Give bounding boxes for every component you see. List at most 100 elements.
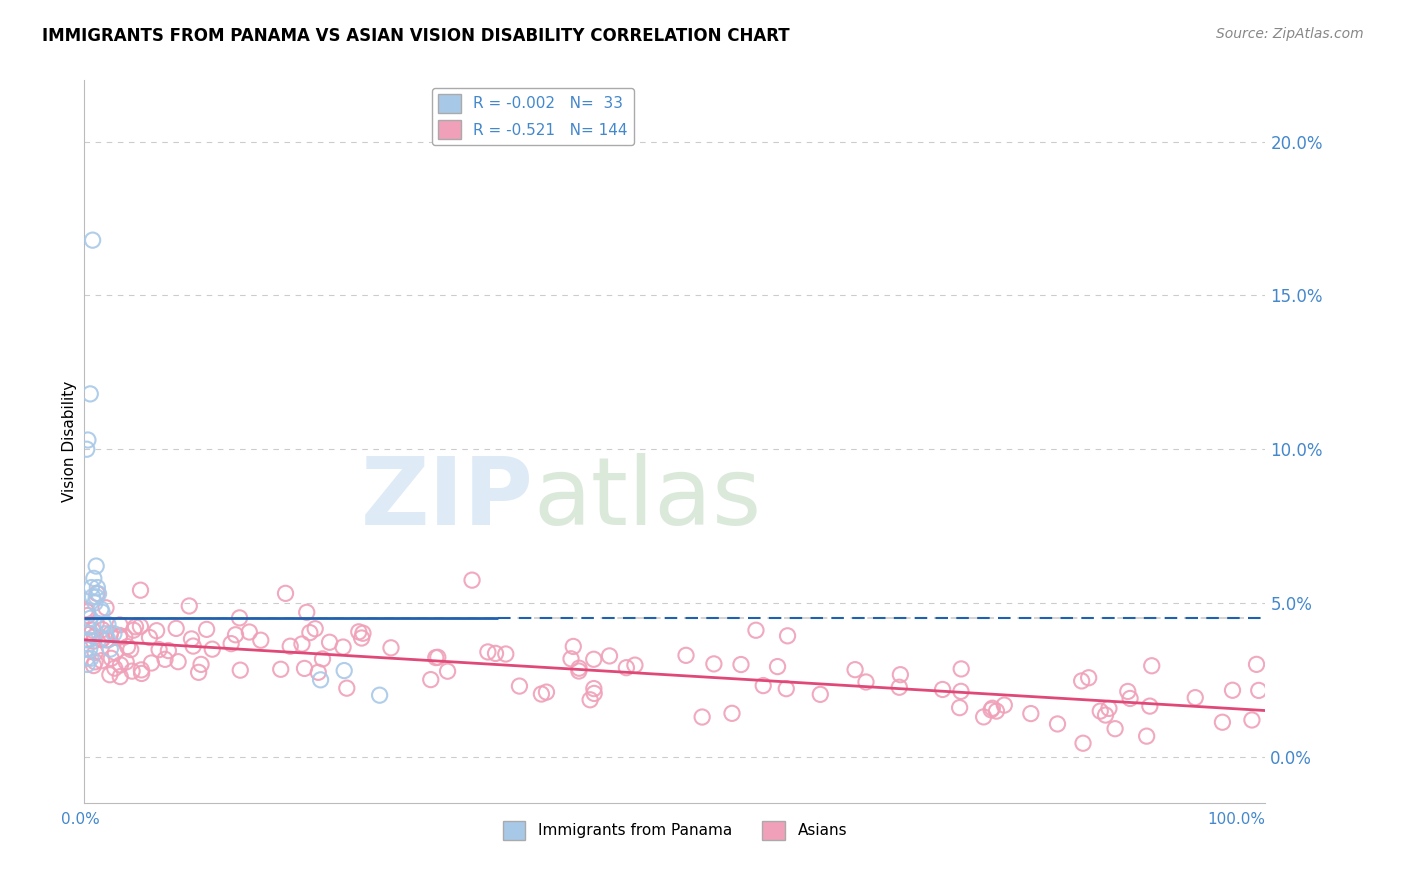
Point [121, 664, 143, 678]
Point [703, 657, 725, 671]
Point [97, 632, 120, 647]
Text: IMMIGRANTS FROM PANAMA VS ASIAN VISION DISABILITY CORRELATION CHART: IMMIGRANTS FROM PANAMA VS ASIAN VISION D… [42, 27, 790, 45]
Point [91, 605, 114, 619]
Point [90, 654, 112, 668]
Point [436, 664, 458, 678]
Point [131, 666, 153, 681]
Point [94, 600, 117, 615]
Point [145, 624, 167, 638]
Point [219, 637, 242, 651]
Point [201, 642, 224, 657]
Point [165, 621, 187, 635]
Point [347, 624, 370, 639]
Point [889, 667, 911, 681]
Point [495, 647, 517, 661]
Point [86, 581, 108, 595]
Point [96, 632, 118, 647]
Point [352, 626, 374, 640]
Point [931, 682, 953, 697]
Point [1184, 690, 1206, 705]
Point [294, 661, 316, 675]
Point [129, 619, 152, 633]
Point [690, 710, 713, 724]
Point [730, 657, 752, 672]
Point [1247, 683, 1270, 698]
Point [76, 608, 98, 623]
Point [103, 626, 125, 640]
Point [582, 652, 605, 666]
Point [844, 663, 866, 677]
Text: 100.0%: 100.0% [1208, 812, 1265, 827]
Point [950, 662, 973, 676]
Point [77, 626, 100, 640]
Point [98, 642, 121, 657]
Point [981, 701, 1004, 715]
Point [75, 642, 97, 657]
Point [1140, 658, 1163, 673]
Point [1222, 683, 1244, 698]
Point [75, 603, 97, 617]
Point [675, 648, 697, 663]
Text: 0.0%: 0.0% [60, 812, 100, 827]
Point [180, 632, 202, 646]
Point [1077, 671, 1099, 685]
Point [1094, 708, 1116, 723]
Point [1098, 701, 1121, 715]
Point [108, 630, 131, 644]
Point [1070, 673, 1092, 688]
Point [82, 590, 104, 604]
Point [1116, 684, 1139, 698]
Point [426, 650, 449, 665]
Point [80, 651, 103, 665]
Point [108, 628, 131, 642]
Point [79, 627, 101, 641]
Point [889, 680, 911, 694]
Point [190, 657, 212, 672]
Point [91, 617, 114, 632]
Point [1240, 713, 1263, 727]
Point [1136, 729, 1159, 743]
Point [82, 623, 104, 637]
Point [568, 661, 591, 675]
Text: atlas: atlas [533, 453, 762, 545]
Legend: Immigrants from Panama, Asians: Immigrants from Panama, Asians [496, 815, 853, 846]
Point [167, 655, 190, 669]
Point [598, 648, 620, 663]
Point [949, 700, 972, 714]
Point [79, 642, 101, 657]
Point [179, 599, 201, 613]
Point [980, 703, 1002, 717]
Point [616, 661, 638, 675]
Point [419, 673, 441, 687]
Point [425, 650, 447, 665]
Point [77, 621, 100, 635]
Point [332, 640, 354, 654]
Point [562, 640, 585, 654]
Point [76, 442, 98, 457]
Point [228, 611, 250, 625]
Point [1211, 715, 1233, 730]
Point [76, 651, 98, 665]
Point [131, 663, 153, 677]
Point [249, 633, 271, 648]
Point [536, 685, 558, 699]
Point [84, 646, 107, 660]
Point [508, 679, 530, 693]
Point [83, 571, 105, 585]
Point [229, 663, 252, 677]
Point [114, 630, 136, 644]
Point [993, 698, 1015, 712]
Point [1019, 706, 1042, 721]
Point [94, 626, 117, 640]
Text: Source: ZipAtlas.com: Source: ZipAtlas.com [1216, 27, 1364, 41]
Point [309, 673, 332, 687]
Point [124, 620, 146, 634]
Point [278, 639, 301, 653]
Point [583, 686, 606, 700]
Point [98, 667, 121, 681]
Point [973, 710, 995, 724]
Point [83, 630, 105, 644]
Point [1090, 704, 1112, 718]
Point [84, 559, 107, 574]
Point [129, 583, 152, 598]
